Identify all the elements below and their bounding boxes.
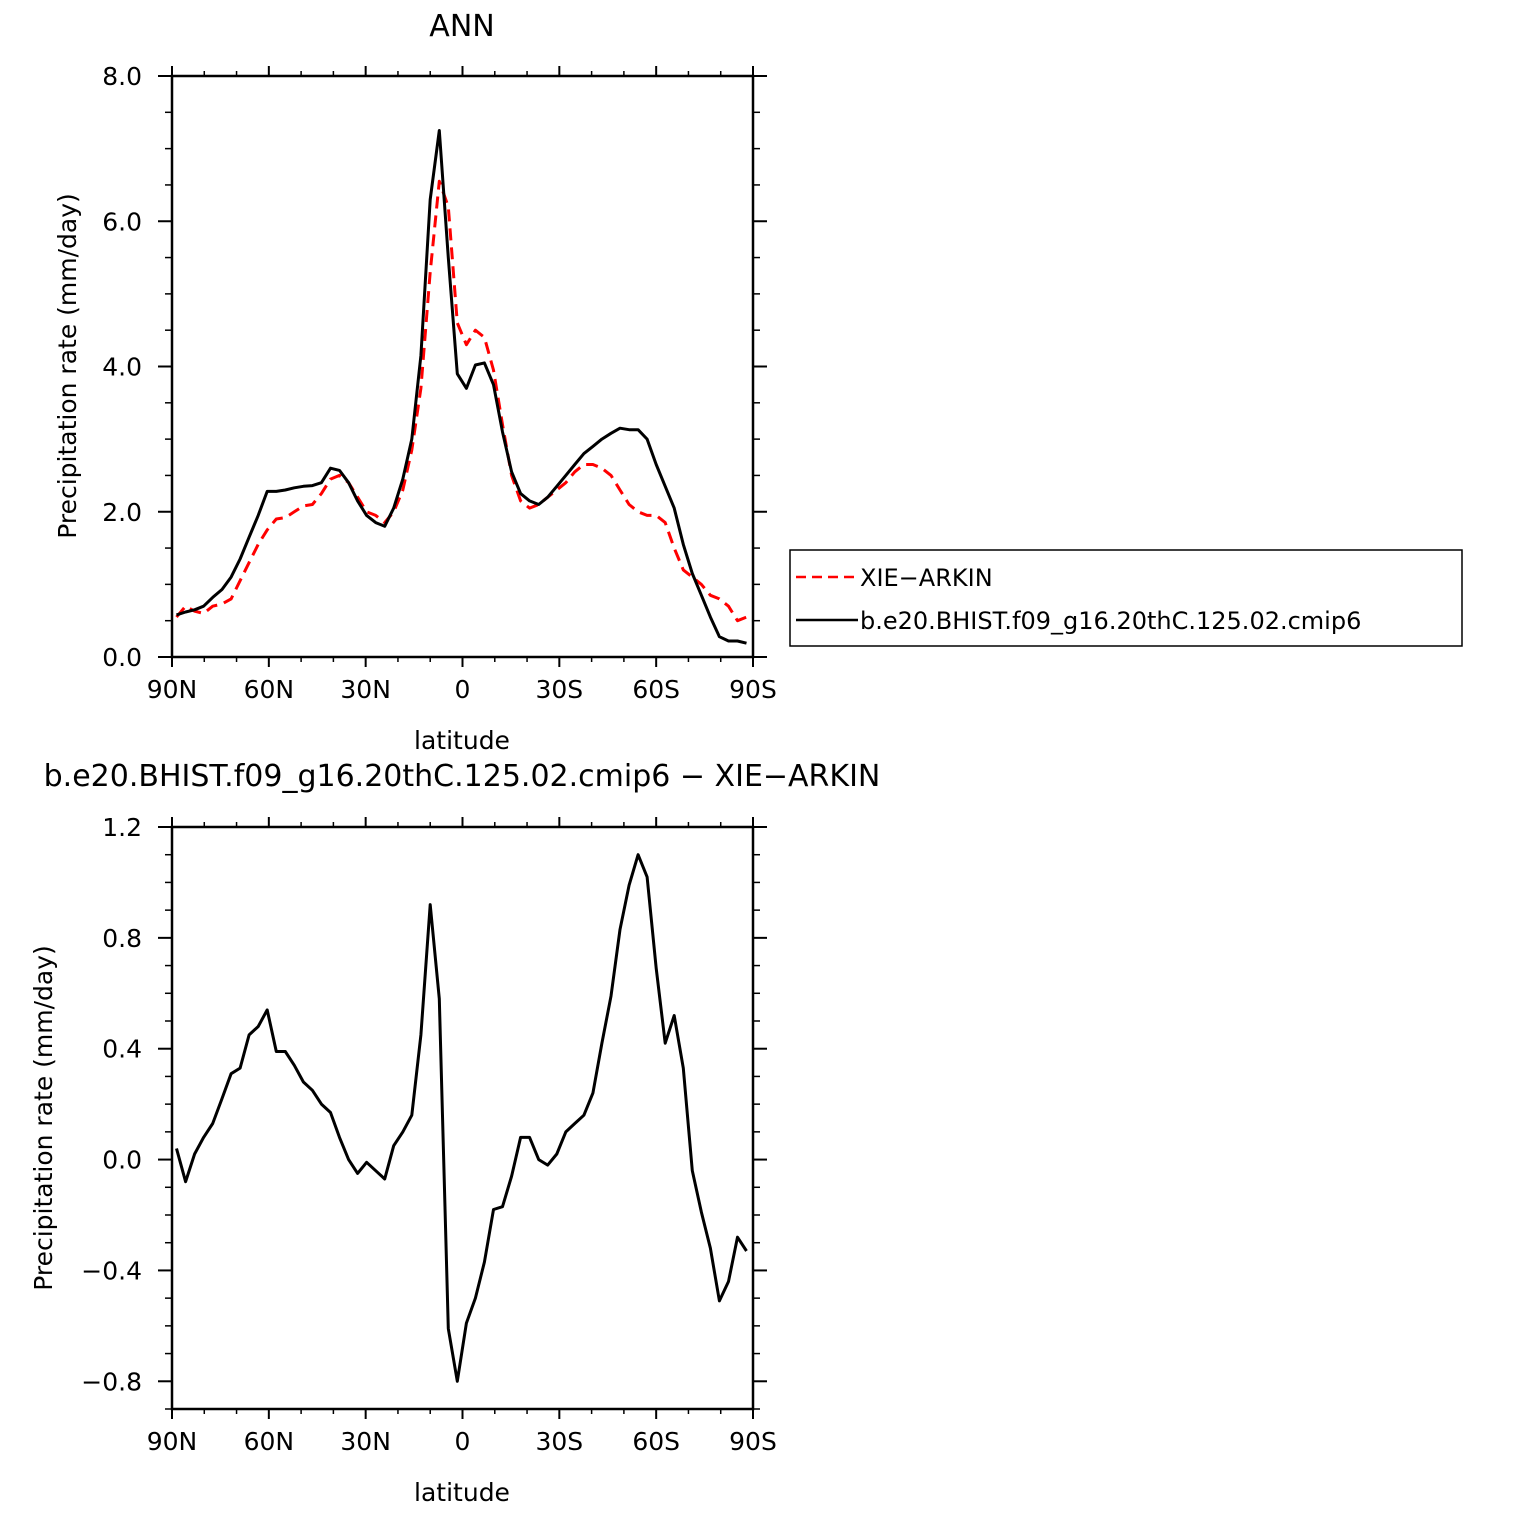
top-plot-frame	[170, 74, 755, 659]
bottom-y-tick-label: −0.4	[81, 1256, 142, 1285]
bottom-y-tick-label: 0.8	[102, 924, 142, 953]
bottom-y-tick-label: −0.8	[81, 1367, 142, 1396]
bottom-x-tick-label: 30S	[535, 1427, 583, 1456]
top-x-tick-label: 30S	[535, 675, 583, 704]
top-y-tick-label: 0.0	[102, 643, 142, 672]
bottom-x-tick-label: 90N	[147, 1427, 198, 1456]
top-y-tick-label: 2.0	[102, 498, 142, 527]
bottom-x-tick-label: 90S	[729, 1427, 777, 1456]
bottom-panel: b.e20.BHIST.f09_g16.20thC.125.02.cmip6 −…	[29, 759, 880, 1507]
top-plot-title: ANN	[429, 9, 494, 44]
bottom-x-tick-label: 60N	[244, 1427, 295, 1456]
top-y-tick-label: 6.0	[102, 207, 142, 236]
bottom-plot-frame	[170, 825, 755, 1411]
top-x-tick-label: 90N	[147, 675, 198, 704]
bottom-x-tick-label: 0	[455, 1427, 471, 1456]
bottom-x-tick-label: 30N	[340, 1427, 391, 1456]
top-x-tick-label: 0	[455, 675, 471, 704]
top-x-tick-label: 60N	[244, 675, 295, 704]
top-series-line-0	[175, 179, 748, 623]
legend-label-model: b.e20.BHIST.f09_g16.20thC.125.02.cmip6	[860, 607, 1361, 635]
top-x-tick-label: 60S	[632, 675, 680, 704]
legend: XIE−ARKIN b.e20.BHIST.f09_g16.20thC.125.…	[789, 549, 1463, 647]
bottom-series-line-0	[175, 853, 748, 1383]
top-y-axis-title: Precipitation rate (mm/day)	[53, 193, 82, 539]
top-panel: ANN 90N 60N 30N 0 30S 60S 90S 0.0 2.0 4.0 6.0 8.0 l…	[53, 9, 777, 755]
top-x-tick-label: 30N	[340, 675, 391, 704]
bottom-x-tick-label: 60S	[632, 1427, 680, 1456]
top-y-tick-label: 8.0	[102, 62, 142, 91]
bottom-y-tick-label: 0.4	[102, 1035, 142, 1064]
bottom-x-axis-title: latitude	[414, 1478, 510, 1507]
bottom-plot-title: b.e20.BHIST.f09_g16.20thC.125.02.cmip6 −…	[44, 759, 881, 794]
legend-box	[789, 549, 1463, 647]
legend-label-xie-arkin: XIE−ARKIN	[860, 564, 993, 592]
bottom-y-tick-label: 0.0	[102, 1146, 142, 1175]
top-x-axis-title: latitude	[414, 726, 510, 755]
top-series-line-1	[176, 129, 747, 645]
top-y-tick-label: 4.0	[102, 353, 142, 382]
bottom-y-tick-label: 1.2	[102, 813, 142, 842]
bottom-y-axis-title: Precipitation rate (mm/day)	[29, 945, 58, 1291]
top-x-tick-label: 90S	[729, 675, 777, 704]
